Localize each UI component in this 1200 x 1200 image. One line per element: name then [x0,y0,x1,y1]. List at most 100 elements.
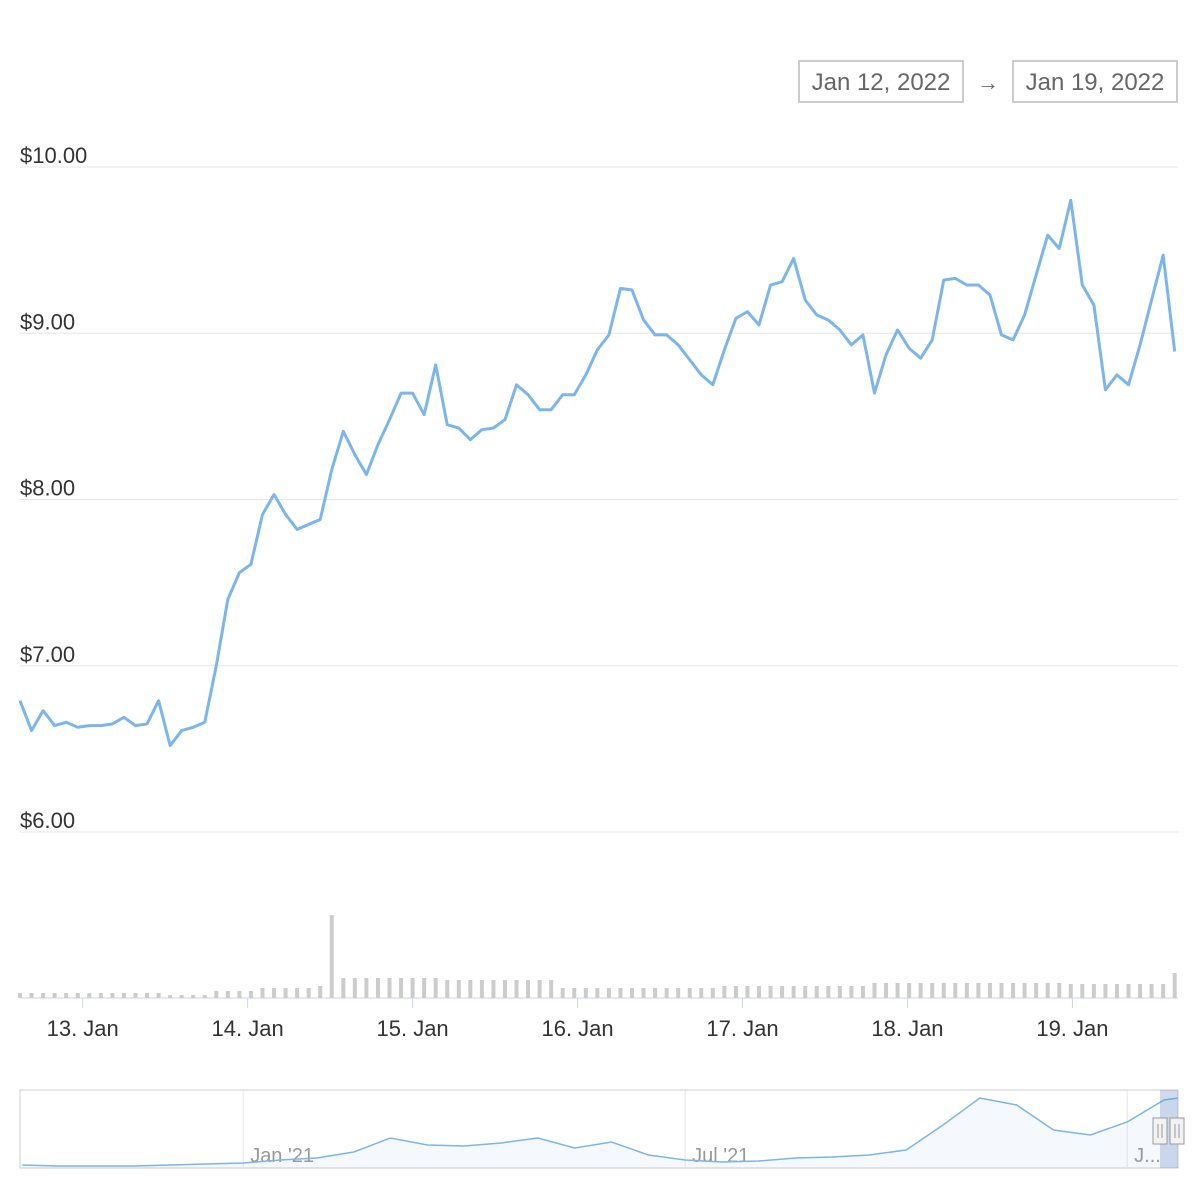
volume-bar [445,980,450,998]
y-tick-label: $7.00 [20,642,75,667]
volume-bar [422,978,427,998]
volume-bar [1149,984,1154,998]
volume-bar [999,983,1004,998]
volume-bar [237,991,242,998]
x-tick-label: 19. Jan [1036,1016,1108,1041]
volume-bar [110,993,115,998]
volume-bar [526,980,531,998]
volume-bar [18,993,22,998]
volume-bar [860,986,865,998]
volume-bar [295,988,300,998]
volume-bar [168,995,173,998]
volume-bar [52,993,57,998]
volume-bar [1011,983,1016,998]
volume-bar [64,993,69,998]
volume-bar [814,986,819,998]
navigator-line [22,1097,1179,1167]
volume-bar [1114,984,1119,998]
volume-bar [930,983,935,998]
volume-bar [595,988,600,998]
volume-bar [191,995,196,998]
volume-bar [514,980,519,998]
volume-bar [1103,984,1108,998]
navigator-handle [1169,1117,1185,1145]
volume-bar [849,986,854,998]
volume-bar [352,978,357,998]
volume-bar [572,988,577,998]
volume-bar [549,980,554,998]
volume-bar [1091,984,1096,998]
navigator[interactable] [1152,1090,1185,1168]
volume-bar [826,986,831,998]
volume-bar [41,993,46,998]
volume-bar [375,978,380,998]
volume-bar [837,986,842,998]
volume-bar [629,988,634,998]
y-tick-label: $6.00 [20,808,75,833]
volume-bar [87,993,92,998]
y-tick-label: $9.00 [20,309,75,334]
volume-bar [260,988,265,998]
volume-bar [410,978,415,998]
volume-bar [179,995,184,998]
volume-bar [329,915,334,998]
volume-bar [687,988,692,998]
volume-bar [456,980,461,998]
volume-bar [791,986,796,998]
x-tick-label: 16. Jan [541,1016,613,1041]
volume-bar [722,986,727,998]
volume-bar [976,983,981,998]
volume-bar [121,993,126,998]
range-to-input[interactable] [1012,60,1178,103]
volume-bar [676,988,681,998]
volume-bar [387,978,392,998]
navigator-tick-label: J... [1134,1145,1161,1167]
range-from[interactable]: Jan 12, 2022 [812,69,951,96]
volume-bar [733,986,738,998]
x-tick-label: 18. Jan [871,1016,943,1041]
volume-bar [502,980,507,998]
navigator-mask [1160,1090,1178,1168]
volume-bar [1034,983,1039,998]
navigator-handle [1152,1117,1168,1145]
volume-bar [606,988,611,998]
volume-bar [318,986,323,998]
range-to[interactable]: Jan 19, 2022 [1026,69,1165,96]
volume-bar [1057,983,1062,998]
volume-bar [953,983,958,998]
volume-bar [1126,984,1131,998]
volume-bar [491,980,496,998]
volume-bar [1022,983,1027,998]
volume-bar [964,983,969,998]
volume-bar [399,978,404,998]
volume-bar [1172,973,1177,998]
volume-bar [145,993,150,998]
volume-bar [156,993,161,998]
volume-bar [987,983,992,998]
volume-bar [283,988,288,998]
volume-bar [248,991,253,998]
volume-bar [75,993,80,998]
volume-bar [306,988,311,998]
volume-bar [768,986,773,998]
volume-bar [1138,984,1143,998]
volume-bar [214,991,219,998]
x-tick-label: 14. Jan [212,1016,284,1041]
volume-bar [133,993,138,998]
volume-bar [1080,984,1085,998]
volume-bar [941,983,946,998]
y-tick-label: $8.00 [20,476,75,501]
volume-bar [745,986,750,998]
volume-bar [710,988,715,998]
volume-bar [364,978,369,998]
x-tick-label: 13. Jan [47,1016,119,1041]
volume-bar [468,980,473,998]
price-line [18,198,1177,748]
range-from-input[interactable] [798,60,964,103]
volume-bar [780,986,785,998]
navigator-area [22,1098,1178,1168]
x-tick-label: 17. Jan [706,1016,778,1041]
volume-bar [98,993,103,998]
volume-bar [907,983,912,998]
